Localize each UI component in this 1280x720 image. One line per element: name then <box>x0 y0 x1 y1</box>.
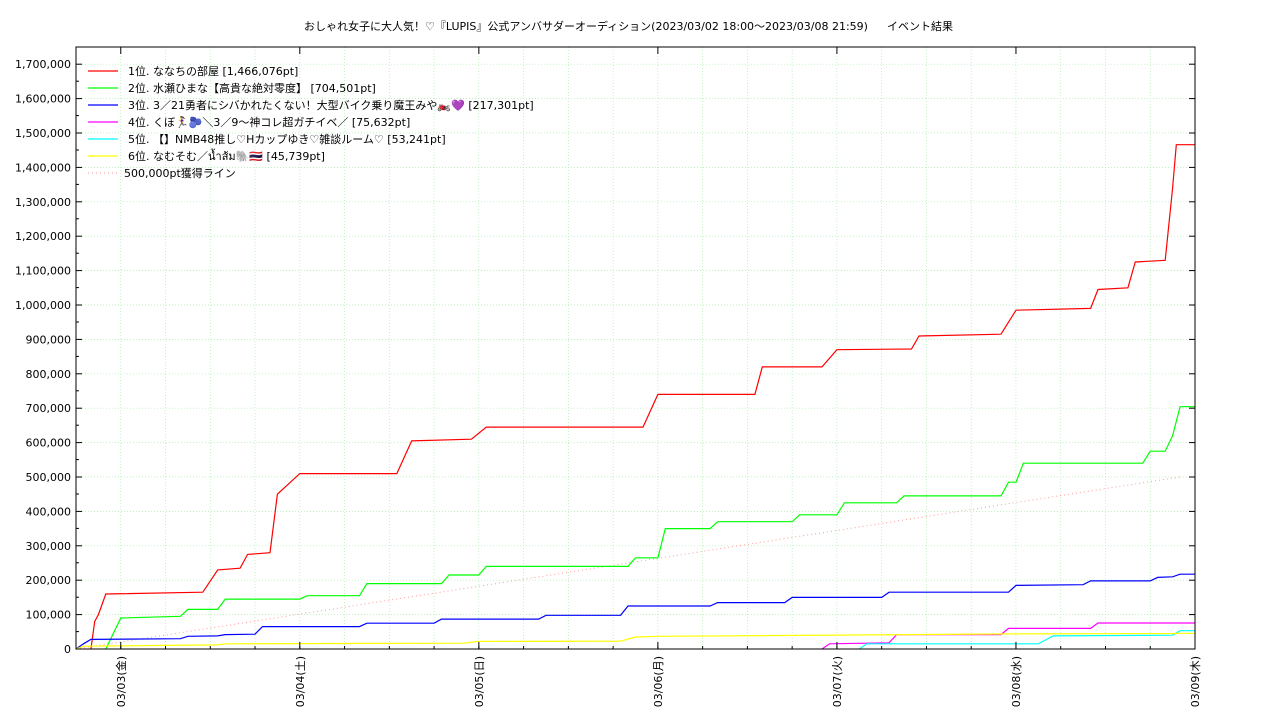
x-tick-label: 03/07(火) <box>831 656 844 707</box>
y-tick-label: 1,200,000 <box>15 230 71 243</box>
legend-label-6: 6位. なむそむ／น้ำส้ม🐘🇹🇭 [45,739pt] <box>128 148 325 163</box>
series-line-2 <box>105 406 1195 650</box>
legend-label-4: 4位. くぼ🏃‍♀️🫐＼3／9〜神コレ超ガチイベ／ [75,632pt] <box>128 115 410 129</box>
plot-frame <box>75 46 1196 650</box>
y-tick-label: 1,400,000 <box>15 161 71 174</box>
y-tick-label: 1,000,000 <box>15 299 71 312</box>
y-tick-label: 100,000 <box>26 609 72 622</box>
y-tick-label: 400,000 <box>26 505 72 518</box>
series-layer <box>75 144 1195 650</box>
y-tick-label: 800,000 <box>26 368 72 381</box>
legend-label-1: 1位. ななちの部屋 [1,466,076pt] <box>128 64 298 78</box>
y-tick-label: 1,100,000 <box>15 265 71 278</box>
y-tick-label: 200,000 <box>26 574 72 587</box>
axis-layer: 0 100,000 200,000 300,000 400,000 500,000 600,… <box>15 47 1202 707</box>
plot-background <box>76 47 1195 649</box>
series-line-1 <box>90 144 1195 650</box>
series-line-6 <box>75 632 1195 650</box>
series-line-3 <box>75 573 1195 650</box>
legend-label-reference: 500,000pt獲得ライン <box>124 167 236 180</box>
x-tick-label: 03/06(月) <box>652 656 665 707</box>
x-tick-label: 03/09(木) <box>1189 656 1202 707</box>
chart-subtitle: イベント結果 <box>887 19 953 33</box>
x-tick-label: 03/03(金) <box>114 656 128 707</box>
y-tick-label: 1,600,000 <box>15 93 71 106</box>
x-tick-label: 03/04(土) <box>294 656 307 707</box>
legend-label-5: 5位. 【】NMB48推し♡Hカップゆき♡雑談ルーム♡ [53,241pt] <box>128 132 446 146</box>
x-tick-label: 03/05(日) <box>473 656 486 707</box>
y-tick-label: 700,000 <box>26 402 72 415</box>
x-tick-label: 03/08(水) <box>1010 656 1023 707</box>
y-tick-label: 300,000 <box>26 540 72 553</box>
y-tick-label: 600,000 <box>26 437 72 450</box>
y-tick-label: 1,300,000 <box>15 196 71 209</box>
y-tick-label: 0 <box>64 643 71 656</box>
legend: 1位. ななちの部屋 [1,466,076pt] 2位. 水瀬ひまな【高貴な絶対零… <box>88 64 534 180</box>
chart-title: おしゃれ女子に大人気！♡『LUPIS』公式アンバサダーオーディション(2023/… <box>304 19 868 33</box>
grid-layer <box>76 47 1195 649</box>
series-line-5 <box>858 630 1195 650</box>
y-tick-label: 1,500,000 <box>15 127 71 140</box>
legend-label-2: 2位. 水瀬ひまな【高貴な絶対零度】 [704,501pt] <box>128 81 376 95</box>
y-tick-label: 500,000 <box>26 471 72 484</box>
legend-label-3: 3位. 3／21勇者にシバかれたくない！大型バイク乗り魔王みや🏍️💜 [217,… <box>128 98 534 112</box>
y-tick-label: 900,000 <box>26 333 72 346</box>
y-tick-label: 1,700,000 <box>15 58 71 71</box>
